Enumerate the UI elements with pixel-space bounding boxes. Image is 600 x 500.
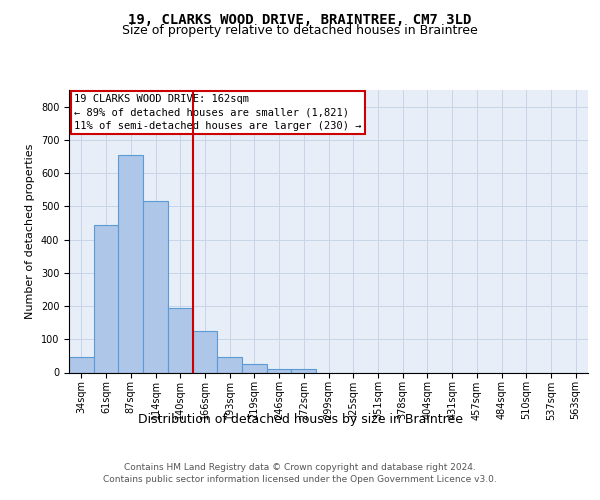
Text: Size of property relative to detached houses in Braintree: Size of property relative to detached ho… — [122, 24, 478, 37]
Text: Contains HM Land Registry data © Crown copyright and database right 2024.: Contains HM Land Registry data © Crown c… — [124, 462, 476, 471]
Text: Contains public sector information licensed under the Open Government Licence v3: Contains public sector information licen… — [103, 475, 497, 484]
Bar — [242, 364, 267, 372]
Bar — [267, 369, 292, 372]
Bar — [143, 202, 168, 372]
Bar — [94, 226, 118, 372]
Text: 19 CLARKS WOOD DRIVE: 162sqm
← 89% of detached houses are smaller (1,821)
11% of: 19 CLARKS WOOD DRIVE: 162sqm ← 89% of de… — [74, 94, 362, 130]
Bar — [168, 308, 193, 372]
Bar — [69, 357, 94, 372]
Bar — [118, 155, 143, 372]
Bar — [193, 331, 217, 372]
Bar — [292, 369, 316, 372]
Text: Distribution of detached houses by size in Braintree: Distribution of detached houses by size … — [137, 412, 463, 426]
Y-axis label: Number of detached properties: Number of detached properties — [25, 144, 35, 319]
Bar — [217, 356, 242, 372]
Text: 19, CLARKS WOOD DRIVE, BRAINTREE, CM7 3LD: 19, CLARKS WOOD DRIVE, BRAINTREE, CM7 3L… — [128, 12, 472, 26]
